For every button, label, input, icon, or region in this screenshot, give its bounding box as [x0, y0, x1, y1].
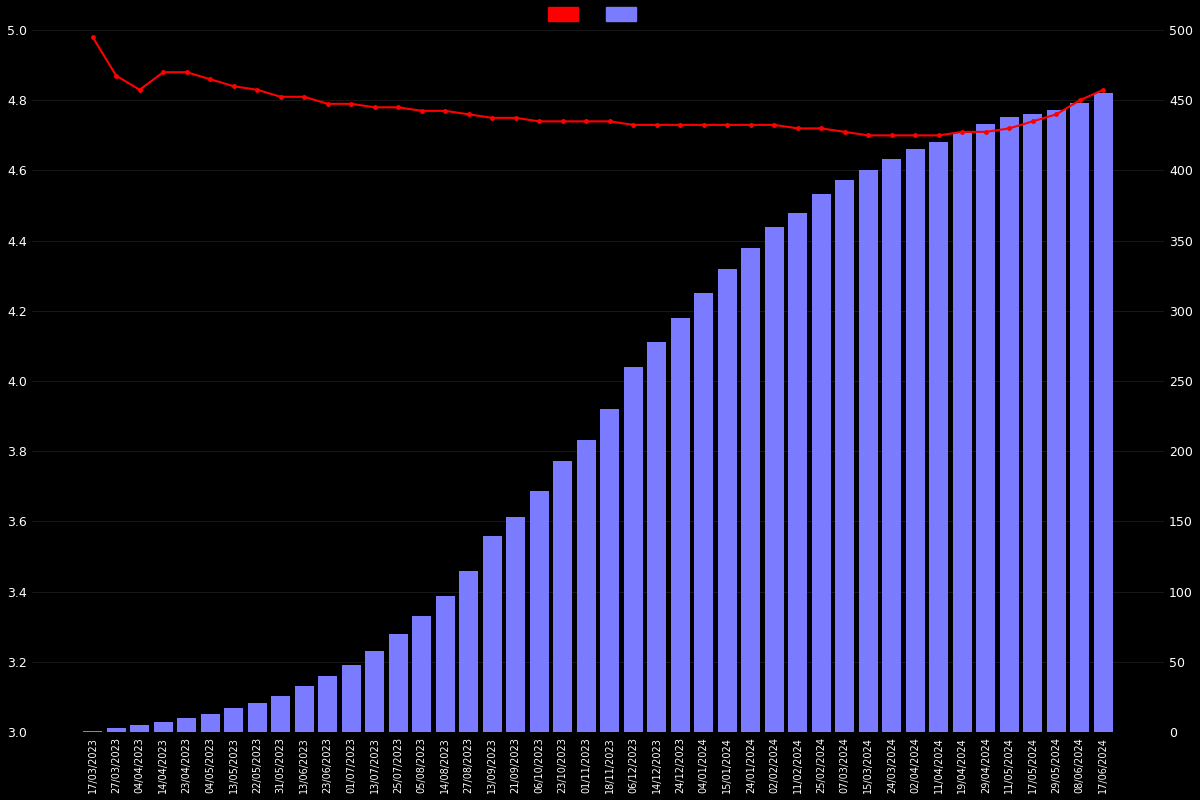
Bar: [647, 342, 666, 732]
Bar: [295, 686, 313, 732]
Legend: , : ,: [542, 2, 653, 27]
Bar: [530, 490, 548, 732]
Bar: [835, 180, 854, 732]
Bar: [178, 718, 196, 732]
Bar: [624, 367, 643, 732]
Bar: [553, 461, 572, 732]
Bar: [365, 650, 384, 732]
Bar: [718, 269, 737, 732]
Bar: [1046, 110, 1066, 732]
Bar: [906, 150, 925, 732]
Bar: [1070, 103, 1090, 732]
Bar: [413, 615, 431, 732]
Bar: [83, 730, 102, 732]
Bar: [695, 293, 713, 732]
Bar: [953, 133, 972, 732]
Bar: [600, 409, 619, 732]
Bar: [977, 124, 995, 732]
Bar: [764, 226, 784, 732]
Bar: [342, 665, 361, 732]
Bar: [742, 248, 760, 732]
Bar: [460, 570, 478, 732]
Bar: [131, 725, 149, 732]
Bar: [248, 702, 266, 732]
Bar: [788, 213, 808, 732]
Bar: [200, 714, 220, 732]
Bar: [577, 440, 595, 732]
Bar: [224, 708, 244, 732]
Bar: [318, 676, 337, 732]
Bar: [882, 159, 901, 732]
Bar: [812, 194, 830, 732]
Bar: [506, 518, 526, 732]
Bar: [107, 728, 126, 732]
Bar: [1024, 114, 1043, 732]
Bar: [389, 634, 408, 732]
Bar: [436, 596, 455, 732]
Bar: [859, 170, 877, 732]
Bar: [154, 722, 173, 732]
Bar: [929, 142, 948, 732]
Bar: [482, 535, 502, 732]
Bar: [1094, 94, 1112, 732]
Bar: [1000, 117, 1019, 732]
Bar: [671, 318, 690, 732]
Bar: [271, 695, 290, 732]
